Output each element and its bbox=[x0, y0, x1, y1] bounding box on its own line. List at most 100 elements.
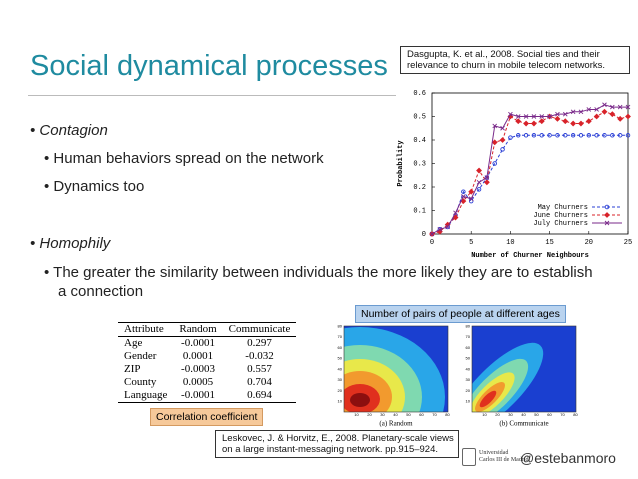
sub-bullet: • Dynamics too bbox=[44, 178, 145, 195]
heatmap-random bbox=[344, 326, 448, 412]
heatmap-tick-label: 80 bbox=[338, 323, 343, 328]
handle: @estebanmoro bbox=[520, 450, 616, 466]
table-cell: 0.557 bbox=[247, 363, 272, 375]
x-axis-label: Number of Churner Neighbours bbox=[471, 252, 589, 260]
marker bbox=[508, 135, 513, 140]
marker bbox=[523, 120, 530, 127]
marker bbox=[594, 133, 599, 138]
table-row: County 0.0005 0.704 bbox=[118, 376, 296, 389]
marker bbox=[429, 231, 435, 237]
marker bbox=[437, 226, 443, 232]
marker bbox=[515, 133, 521, 138]
sub-bullet: • Human behaviors spread on the network bbox=[44, 150, 324, 167]
x-tick-label: 0 bbox=[430, 239, 434, 247]
heatmap-tick-label: 50 bbox=[338, 356, 343, 361]
table-cell: Gender bbox=[124, 350, 157, 362]
logo-text: Universidad bbox=[479, 450, 509, 456]
marker bbox=[539, 114, 545, 119]
table-note: Correlation coefficient bbox=[150, 408, 264, 426]
table-row: Age -0.0001 0.297 bbox=[118, 337, 296, 351]
frame bbox=[343, 325, 449, 413]
table-cell: -0.032 bbox=[245, 350, 274, 362]
marker bbox=[602, 102, 607, 108]
y-tick-label: 0.5 bbox=[413, 113, 426, 121]
x-tick-label: 25 bbox=[624, 239, 632, 247]
legend-marker bbox=[604, 212, 610, 218]
marker bbox=[610, 104, 615, 110]
heatmap-tick-label: 10 bbox=[338, 399, 343, 404]
table-row: Language -0.0001 0.694 bbox=[118, 389, 297, 403]
bullet-text: Contagion bbox=[39, 122, 108, 139]
table-row: ZIP -0.0003 0.557 bbox=[118, 363, 296, 376]
table-header-cell: Communicate bbox=[228, 323, 291, 335]
marker bbox=[508, 111, 513, 117]
heatmap-tick-label: 60 bbox=[466, 345, 471, 350]
heatmap-tick-label: 80 bbox=[573, 412, 578, 417]
legend-label: May Churners bbox=[538, 204, 588, 212]
marker bbox=[476, 187, 482, 192]
heatmap-tick-label: 50 bbox=[406, 412, 411, 417]
marker bbox=[585, 118, 592, 125]
heatmap-tick-label: 30 bbox=[508, 412, 513, 417]
table-cell: Age bbox=[124, 337, 143, 349]
marker bbox=[499, 137, 506, 143]
marker bbox=[531, 133, 537, 138]
heatmap-tick-label: 20 bbox=[495, 412, 500, 417]
marker bbox=[602, 133, 607, 138]
line-chart: 0 0.1 0.2 0.3 0.4 0.5 0.6 0 5 10 15 20 25 Number of C… bbox=[397, 90, 632, 260]
heatmap-tick-label: 10 bbox=[466, 399, 471, 404]
correlation-table: Attribute Random Communicate Age -0.0001 0.29… bbox=[118, 322, 297, 403]
marker bbox=[492, 123, 498, 129]
marker bbox=[610, 133, 615, 138]
marker bbox=[547, 133, 552, 138]
marker bbox=[562, 118, 569, 125]
legend-label: June Churners bbox=[533, 212, 588, 220]
table-cell: -0.0003 bbox=[181, 363, 215, 375]
logo-icon bbox=[462, 448, 476, 466]
table-cell: 0.0001 bbox=[182, 350, 214, 362]
marker bbox=[468, 188, 475, 195]
marker bbox=[601, 108, 608, 115]
heatmap-tick-label: 70 bbox=[432, 412, 437, 417]
marker bbox=[555, 111, 560, 117]
citation: Dasgupta, K. et al., 2008. Social ties a… bbox=[400, 46, 630, 74]
sub-bullet-text: Human behaviors spread on the network bbox=[53, 150, 324, 167]
heatmap-tick-label: 20 bbox=[338, 388, 343, 393]
legend-marker bbox=[604, 220, 610, 226]
marker bbox=[570, 120, 577, 127]
marker bbox=[617, 104, 623, 110]
marker bbox=[515, 114, 521, 119]
marker bbox=[625, 104, 631, 110]
marker bbox=[468, 196, 474, 202]
table-cell: ZIP bbox=[124, 363, 141, 375]
heatmap-tick-label: 20 bbox=[466, 388, 471, 393]
title-rule bbox=[28, 95, 396, 96]
series-line bbox=[431, 104, 628, 235]
x-tick-label: 5 bbox=[469, 239, 473, 247]
marker bbox=[555, 133, 560, 138]
heatmap-tick-label: 40 bbox=[393, 412, 398, 417]
marker bbox=[563, 133, 568, 138]
y-tick-label: 0.6 bbox=[413, 90, 426, 98]
sub-bullet-text: The greater the similarity between indiv… bbox=[53, 264, 593, 300]
marker bbox=[617, 133, 623, 138]
heatmap-tick-label: 30 bbox=[338, 377, 343, 382]
table-cell: Language bbox=[124, 389, 168, 401]
marker bbox=[523, 114, 529, 119]
logo: Universidad Carlos III de Madrid bbox=[462, 448, 529, 466]
y-tick-label: 0.3 bbox=[413, 160, 426, 168]
slide-title: Social dynamical processes bbox=[30, 50, 388, 82]
marker bbox=[530, 120, 537, 127]
marker bbox=[453, 210, 458, 216]
frame bbox=[471, 325, 577, 413]
marker bbox=[484, 175, 490, 180]
bullet: • Contagion bbox=[30, 122, 108, 139]
table-cell: 0.297 bbox=[247, 337, 272, 349]
legend-label: July Churners bbox=[533, 220, 588, 228]
marker bbox=[539, 133, 545, 138]
heatmap-tick-label: 60 bbox=[419, 412, 424, 417]
legend-marker bbox=[604, 204, 610, 210]
table-cell: 0.0005 bbox=[182, 376, 214, 388]
marker bbox=[476, 167, 482, 174]
